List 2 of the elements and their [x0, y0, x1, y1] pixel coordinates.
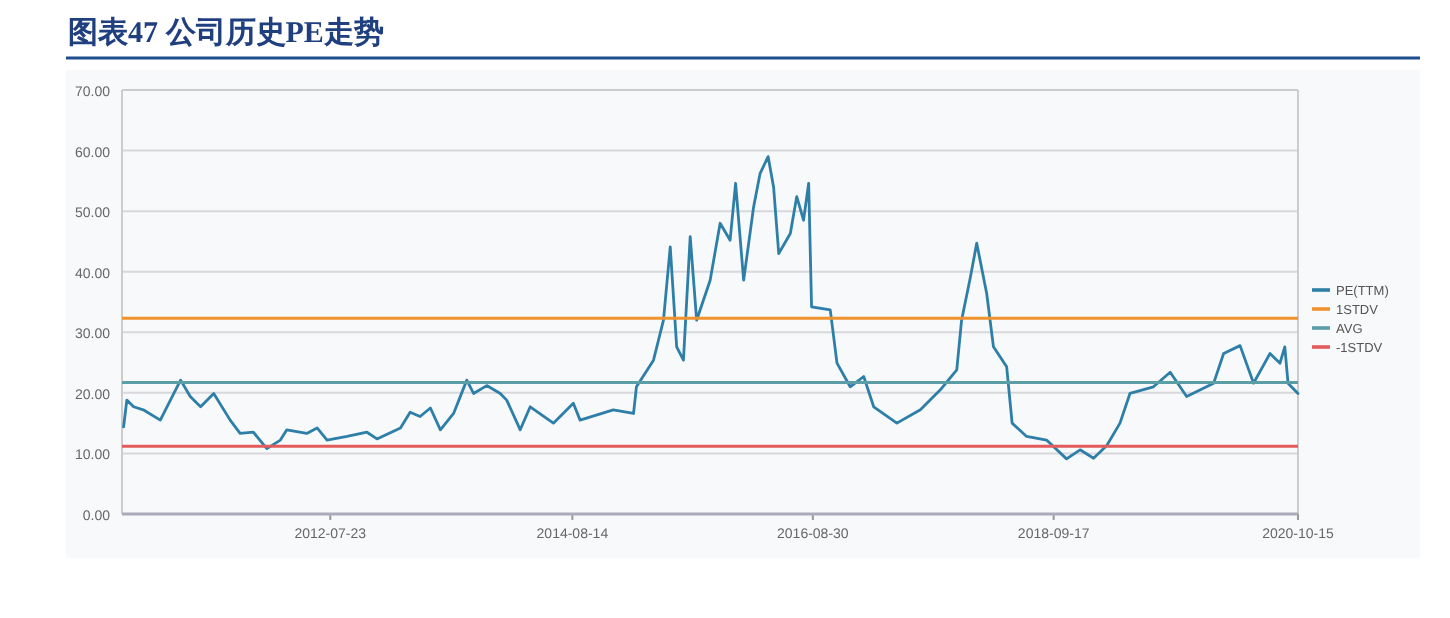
chart-title: 图表47 公司历史PE走势 [68, 16, 384, 50]
line-series [122, 155, 1300, 461]
